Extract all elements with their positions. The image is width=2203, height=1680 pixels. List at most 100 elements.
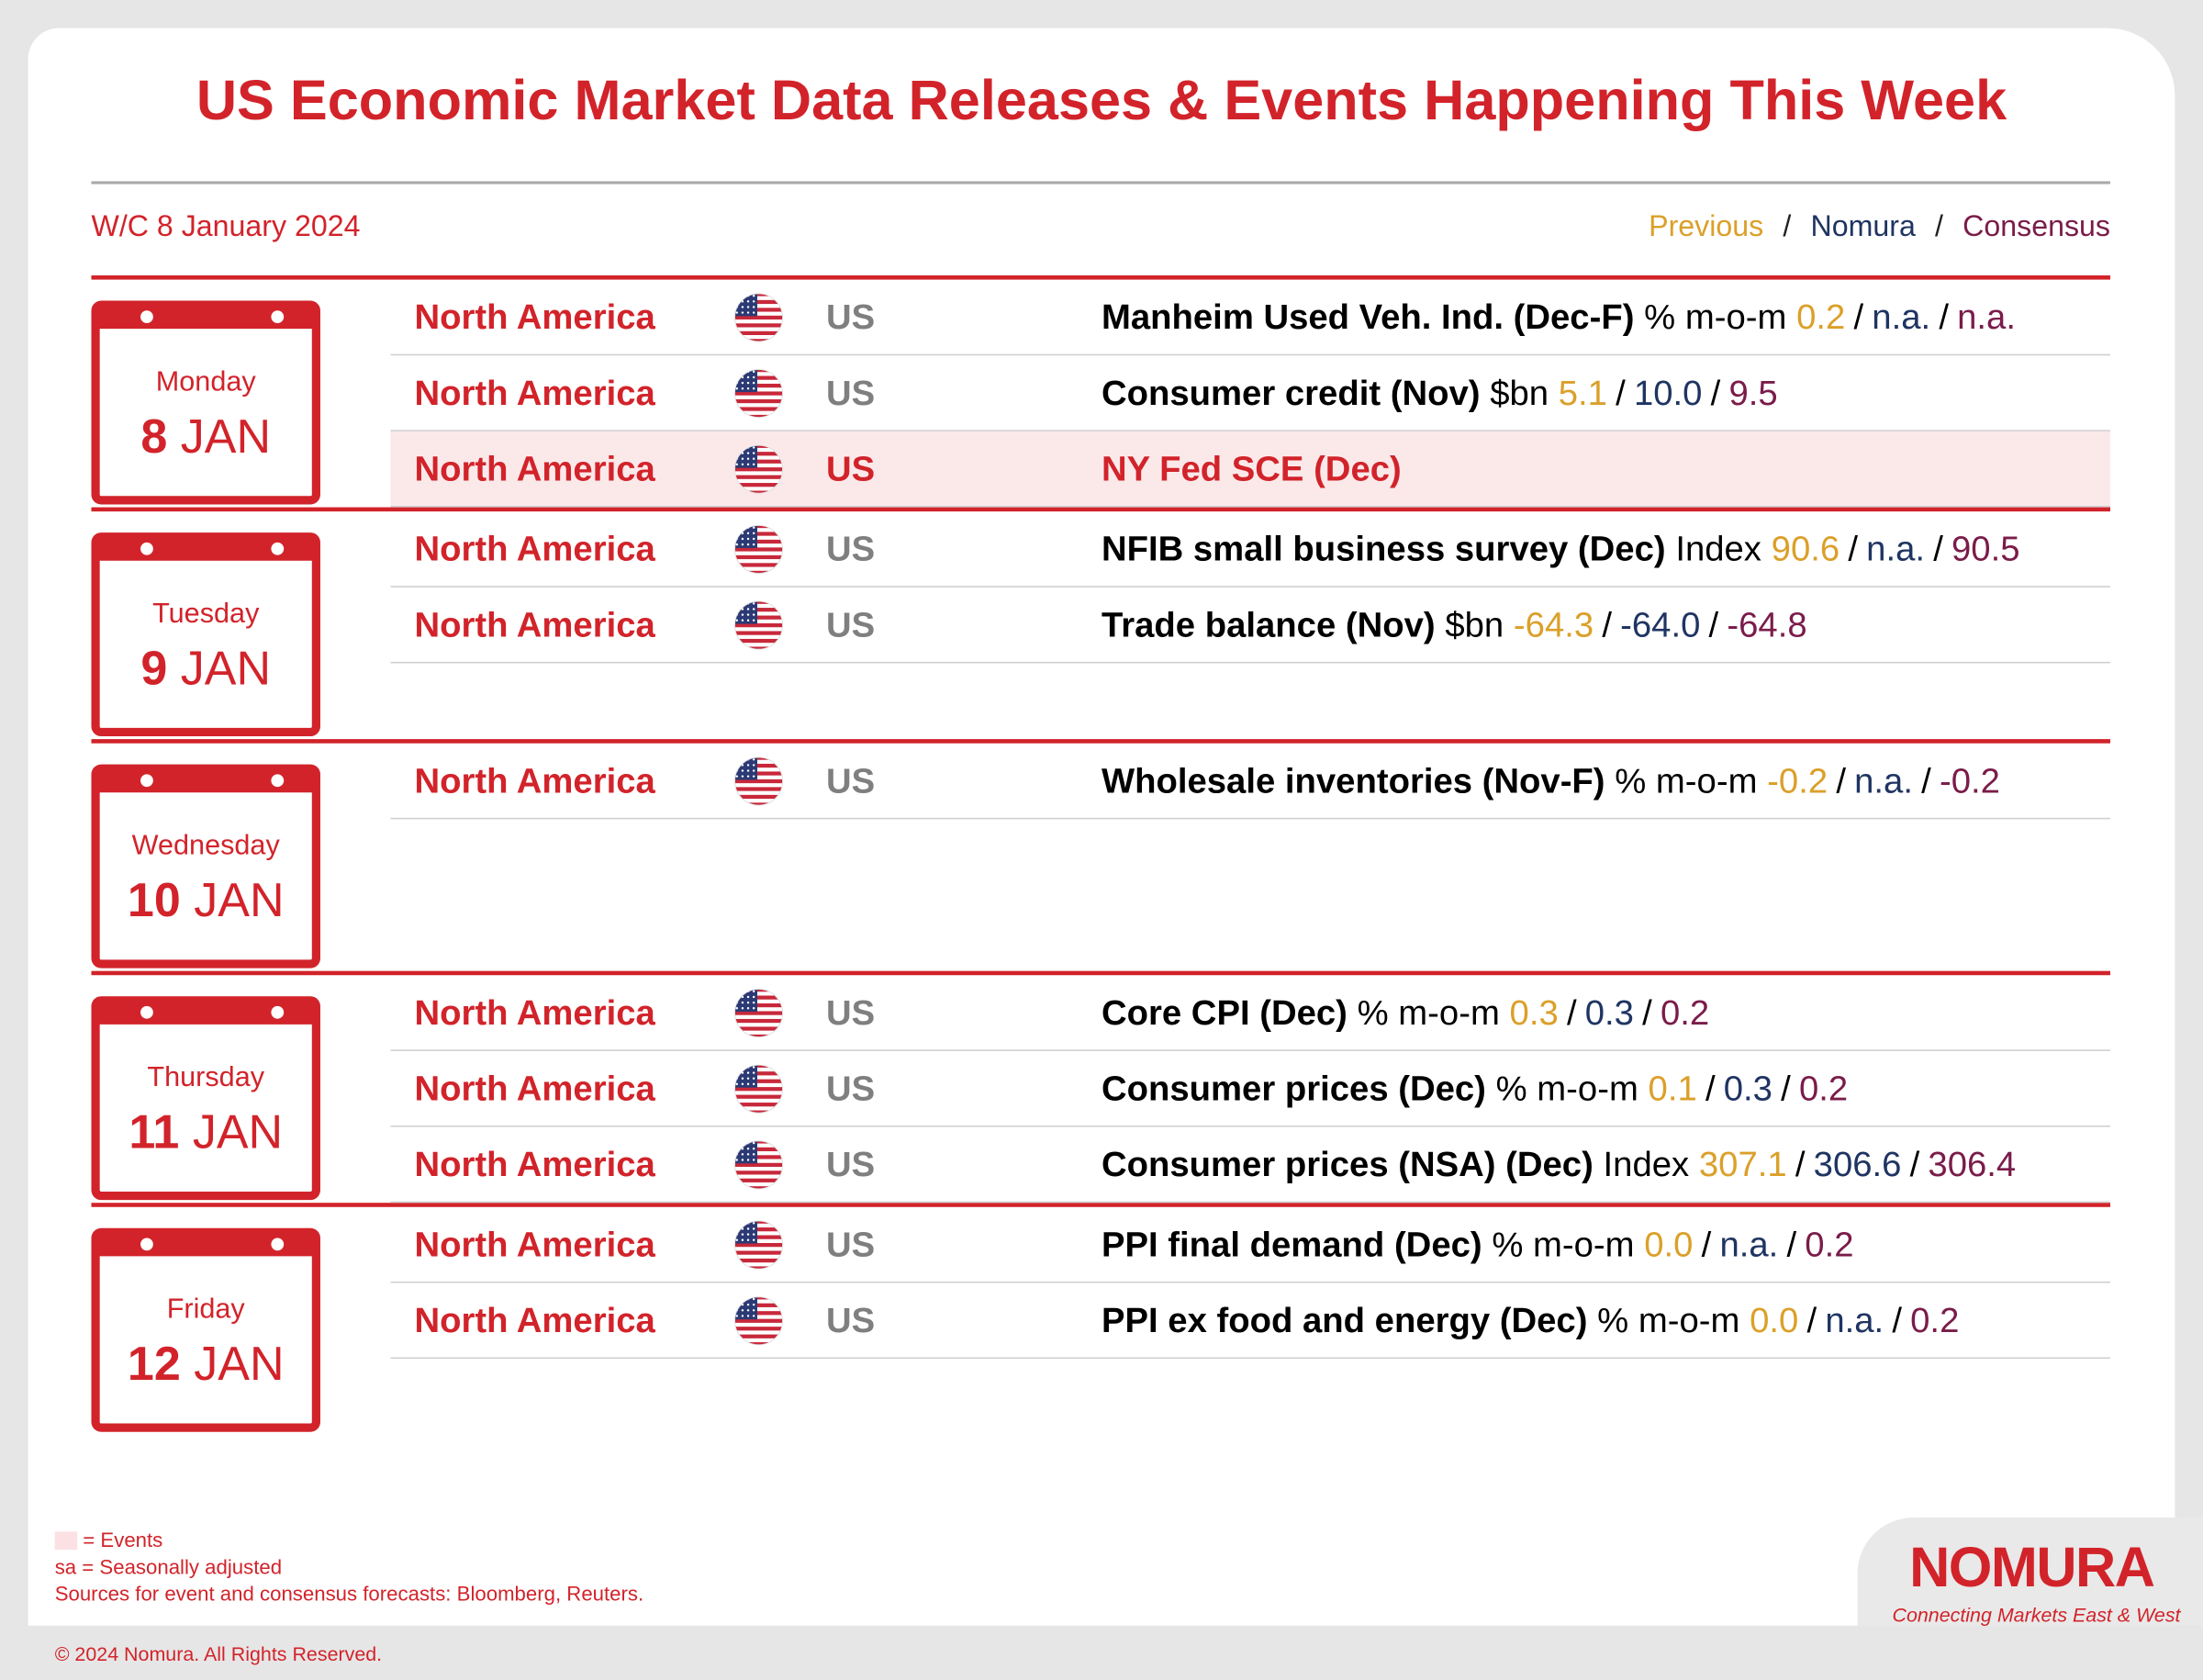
data-row: North America US PPI ex food and energy (D…	[390, 1282, 2110, 1360]
data-row: North America US Consumer prices (NSA) (De…	[390, 1127, 2110, 1204]
region: North America	[414, 1069, 655, 1109]
consensus: 0.2	[1660, 993, 1710, 1033]
date: 8 JAN	[100, 410, 312, 465]
country: US	[825, 1225, 876, 1265]
calendar: Monday 8 JAN	[91, 300, 320, 505]
release: NY Fed SCE (Dec)	[1102, 450, 1402, 490]
divider	[91, 274, 2110, 280]
flag	[734, 989, 784, 1038]
release-name: Consumer prices (NSA) (Dec)	[1101, 1145, 1594, 1185]
month: JAN	[180, 409, 272, 465]
separator: /	[1708, 605, 1719, 645]
month: JAN	[192, 1105, 284, 1159]
previous: 90.6	[1771, 530, 1840, 569]
previous: -0.2	[1767, 761, 1828, 801]
calendar: Friday 12 JAN	[91, 1227, 320, 1432]
unit: % m-o-m	[1495, 1069, 1638, 1109]
separator: /	[1933, 530, 1943, 569]
consensus: -64.8	[1727, 605, 1807, 645]
day: 10	[127, 874, 181, 928]
release-name: Consumer credit (Nov)	[1101, 374, 1481, 413]
data-row: North America US Consumer credit (Nov) $bn 5…	[390, 355, 2110, 431]
flag	[734, 1220, 784, 1270]
calendar-dot	[271, 1005, 285, 1019]
nomura: 10.0	[1633, 374, 1703, 413]
month: JAN	[180, 642, 272, 696]
country: US	[825, 374, 876, 413]
nomura: 306.6	[1813, 1145, 1902, 1185]
separator: /	[1701, 1225, 1712, 1265]
separator: /	[1616, 374, 1626, 413]
nomura: n.a.	[1854, 761, 1913, 801]
release: Trade balance (Nov) $bn -64.3/-64.0/-64.8	[1102, 606, 1807, 646]
day-section: Wednesday 10 JAN North America US Wholesale …	[91, 744, 2110, 976]
release: PPI final demand (Dec)% m-o-m 0.0/n.a./0.…	[1102, 1226, 1854, 1266]
data-row: North America US Consumer prices (Dec)% m-…	[390, 1051, 2110, 1127]
nomura: 0.3	[1584, 993, 1634, 1033]
calendar-dot	[271, 542, 285, 555]
separator: /	[1836, 761, 1846, 801]
tagline: Connecting Markets East & West	[1892, 1603, 2181, 1626]
region: North America	[414, 530, 655, 569]
separator: /	[1795, 1145, 1806, 1185]
date: 9 JAN	[100, 642, 312, 697]
region: North America	[414, 761, 655, 801]
nomura: n.a.	[1866, 530, 1926, 569]
card	[28, 28, 2175, 1626]
previous: 0.0	[1750, 1301, 1799, 1341]
key-swatch	[54, 1531, 78, 1551]
consensus: n.a.	[1957, 297, 2016, 338]
separator: /	[1935, 210, 1943, 243]
consensus: 0.2	[1805, 1225, 1854, 1265]
region: North America	[414, 374, 655, 413]
data-row: North America US NFIB small business surve…	[390, 511, 2110, 588]
region: North America	[414, 605, 655, 645]
separator: /	[1783, 210, 1792, 243]
unit: Index	[1675, 530, 1761, 569]
separator: /	[1806, 1301, 1817, 1341]
separator: /	[1705, 1069, 1716, 1109]
unit: % m-o-m	[1492, 1225, 1635, 1265]
release-name: PPI final demand (Dec)	[1101, 1225, 1482, 1265]
copyright: © 2024 Nomura. All Rights Reserved.	[54, 1642, 383, 1665]
calendar-dot	[140, 310, 153, 324]
month: JAN	[194, 1338, 285, 1392]
country: US	[825, 605, 876, 645]
calendar: Wednesday 10 JAN	[91, 764, 320, 969]
separator: /	[1786, 1225, 1797, 1265]
month: JAN	[194, 874, 285, 928]
country: US	[825, 993, 876, 1033]
release-name: Wholesale inventories (Nov-F)	[1101, 761, 1605, 801]
consensus: 9.5	[1728, 374, 1778, 413]
logo: NOMURA	[1909, 1537, 2155, 1599]
nomura: 0.3	[1723, 1069, 1772, 1109]
consensus: 90.5	[1951, 530, 2020, 569]
release-name: Consumer prices (Dec)	[1101, 1069, 1486, 1109]
release: Core CPI (Dec)% m-o-m 0.3/0.3/0.2	[1102, 993, 1709, 1034]
divider	[91, 181, 2110, 185]
separator: /	[1710, 374, 1721, 413]
release: Consumer credit (Nov) $bn 5.1/10.0/9.5	[1102, 374, 1778, 414]
consensus: 0.2	[1798, 1069, 1849, 1109]
flag	[734, 293, 784, 342]
unit: $bn	[1490, 374, 1549, 413]
separator: /	[1781, 1069, 1791, 1109]
flag	[734, 756, 784, 806]
flag	[734, 369, 784, 419]
weekday: Thursday	[147, 1062, 265, 1093]
separator: /	[1939, 297, 1949, 338]
nomura: n.a.	[1872, 297, 1931, 338]
region: North America	[414, 1301, 655, 1341]
unit: Index	[1603, 1145, 1690, 1185]
region: North America	[414, 449, 655, 489]
release: PPI ex food and energy (Dec)% m-o-m 0.0/n…	[1102, 1301, 1959, 1341]
flag	[734, 1064, 784, 1114]
unit: $bn	[1445, 605, 1504, 645]
events-key: = Events	[54, 1529, 643, 1555]
consensus: -0.2	[1939, 761, 2000, 801]
title: US Economic Market Data Releases & Event…	[196, 70, 2007, 132]
release: Consumer prices (NSA) (Dec) Index 307.1/30…	[1102, 1145, 2016, 1185]
flag	[734, 1296, 784, 1346]
separator: /	[1848, 530, 1858, 569]
